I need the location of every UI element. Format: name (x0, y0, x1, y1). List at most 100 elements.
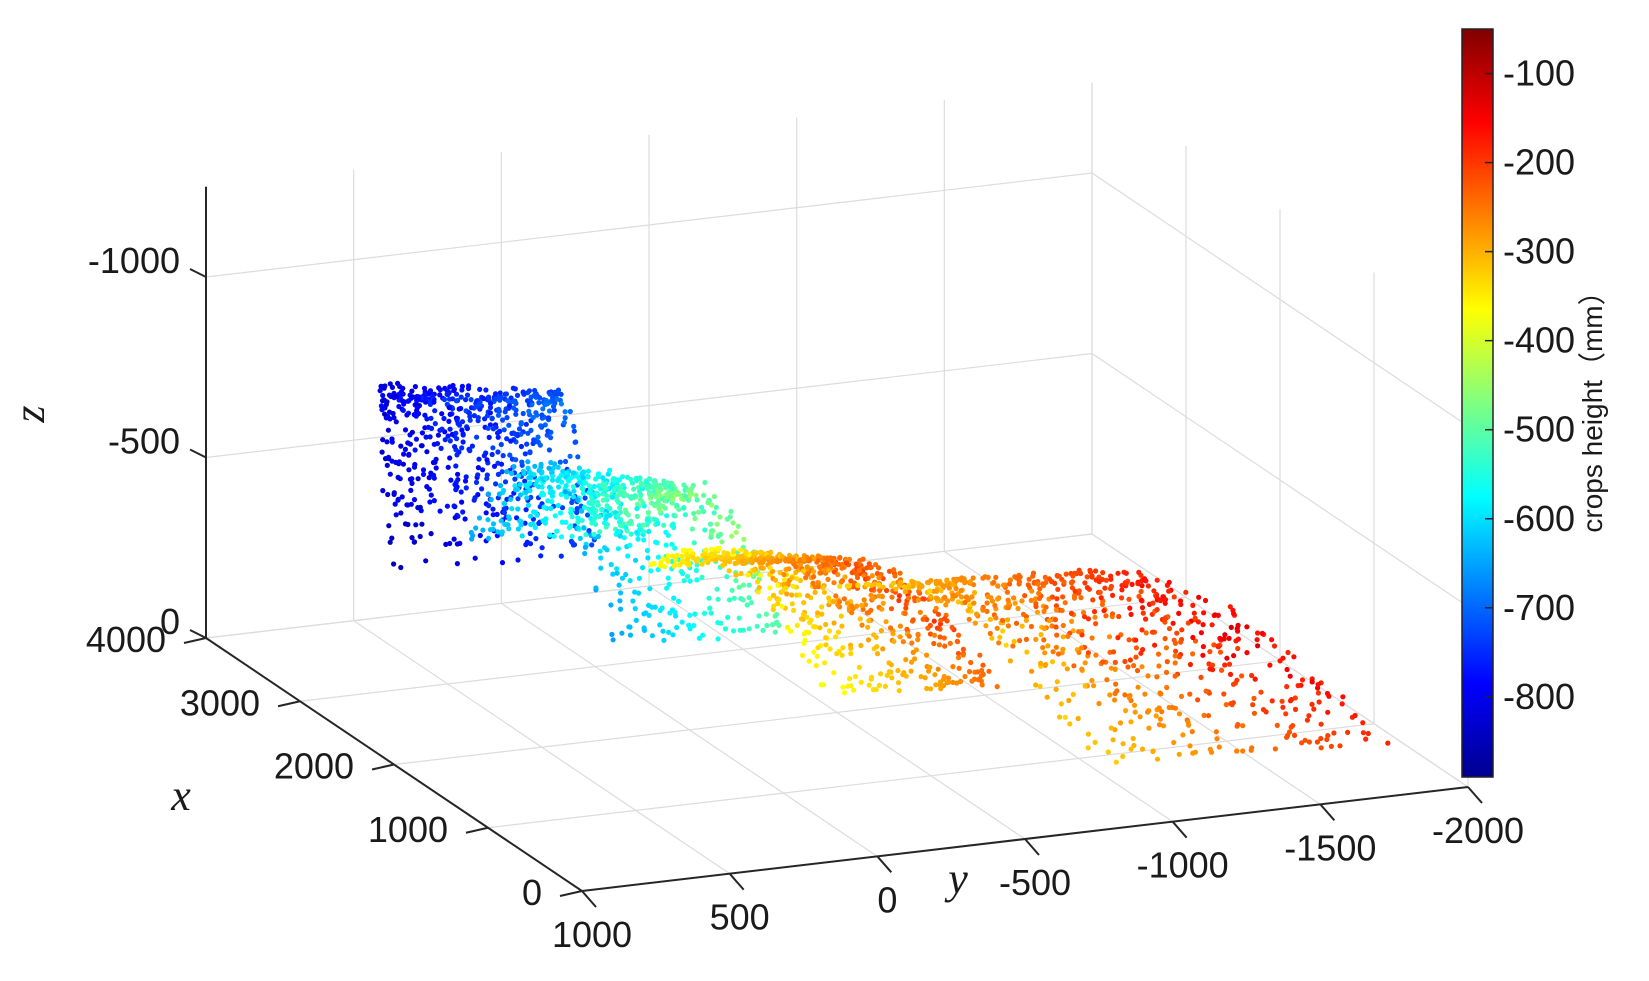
data-point (1089, 635, 1095, 641)
data-point (1089, 574, 1095, 580)
data-point (377, 388, 383, 394)
data-point (724, 574, 730, 580)
data-point (413, 413, 419, 419)
data-point (1173, 648, 1179, 654)
data-point (452, 515, 458, 521)
data-point (384, 462, 390, 468)
data-point (684, 556, 691, 563)
data-point (419, 443, 425, 449)
data-point (427, 434, 433, 440)
data-point (442, 437, 448, 443)
data-point (488, 401, 494, 407)
data-point (681, 578, 687, 584)
data-point (618, 606, 624, 612)
data-point (441, 415, 447, 422)
data-point (665, 558, 671, 565)
data-point (518, 522, 524, 528)
data-point (548, 429, 554, 435)
data-point (408, 501, 414, 507)
data-point (1081, 614, 1088, 620)
data-point (1050, 649, 1056, 655)
data-point (1195, 619, 1201, 625)
data-point (1128, 746, 1134, 752)
data-point (495, 449, 501, 455)
data-point (588, 498, 595, 504)
data-point (1292, 706, 1299, 713)
data-point (1076, 588, 1082, 594)
data-point (1161, 723, 1167, 729)
data-point (1103, 577, 1109, 583)
data-point (528, 474, 534, 480)
data-point (542, 402, 548, 408)
data-point (391, 491, 397, 497)
data-point (601, 489, 608, 495)
data-point (1131, 742, 1137, 749)
data-point (910, 649, 916, 656)
data-point (409, 476, 415, 482)
data-point (705, 499, 711, 506)
data-point (817, 625, 823, 631)
data-point (414, 405, 420, 411)
data-point (915, 637, 921, 643)
data-point (1224, 655, 1230, 661)
data-point (542, 520, 549, 526)
data-point (945, 598, 951, 604)
data-point (653, 494, 659, 500)
data-point (1011, 638, 1017, 645)
data-point (583, 532, 589, 538)
data-point (698, 504, 705, 510)
data-point (1154, 607, 1160, 613)
data-point (1315, 690, 1321, 696)
data-point (860, 556, 866, 562)
data-point (1209, 662, 1216, 668)
data-point (887, 625, 894, 631)
data-point (604, 513, 610, 519)
data-point (1053, 644, 1059, 650)
data-point (992, 602, 998, 609)
data-point (480, 527, 486, 533)
data-point (1129, 581, 1135, 588)
data-point (567, 453, 573, 459)
data-point (533, 410, 539, 416)
data-point (876, 682, 883, 689)
data-point (459, 427, 465, 433)
data-point (1201, 610, 1207, 616)
data-point (421, 385, 428, 391)
data-point (1213, 729, 1219, 735)
data-point (694, 562, 700, 568)
colorbar-tick-label: -200 (1503, 142, 1575, 183)
data-point (434, 441, 441, 447)
data-point (479, 486, 485, 492)
data-point (854, 574, 861, 581)
data-point (622, 507, 629, 513)
data-point (924, 652, 930, 658)
data-point (954, 638, 960, 645)
data-point (1191, 610, 1197, 616)
data-point (969, 594, 975, 600)
data-point (618, 590, 624, 596)
data-point (655, 554, 662, 560)
data-point (933, 682, 939, 688)
data-point (395, 497, 401, 503)
data-point (536, 520, 542, 527)
data-point (1064, 666, 1070, 672)
data-point (459, 419, 466, 425)
data-point (534, 478, 540, 484)
data-point (1029, 588, 1035, 594)
data-point (897, 623, 904, 629)
data-point (1227, 671, 1234, 678)
data-point (1087, 567, 1093, 574)
data-point (722, 626, 729, 632)
data-point (448, 477, 454, 483)
data-point (1284, 666, 1290, 673)
data-point (836, 648, 842, 655)
data-point (1215, 612, 1221, 619)
data-point (742, 550, 749, 556)
data-point (499, 560, 506, 566)
data-point (831, 670, 837, 676)
data-point (520, 410, 526, 417)
data-point (1250, 702, 1256, 708)
data-point (485, 491, 492, 497)
data-point (404, 412, 410, 418)
data-point (1128, 719, 1134, 725)
